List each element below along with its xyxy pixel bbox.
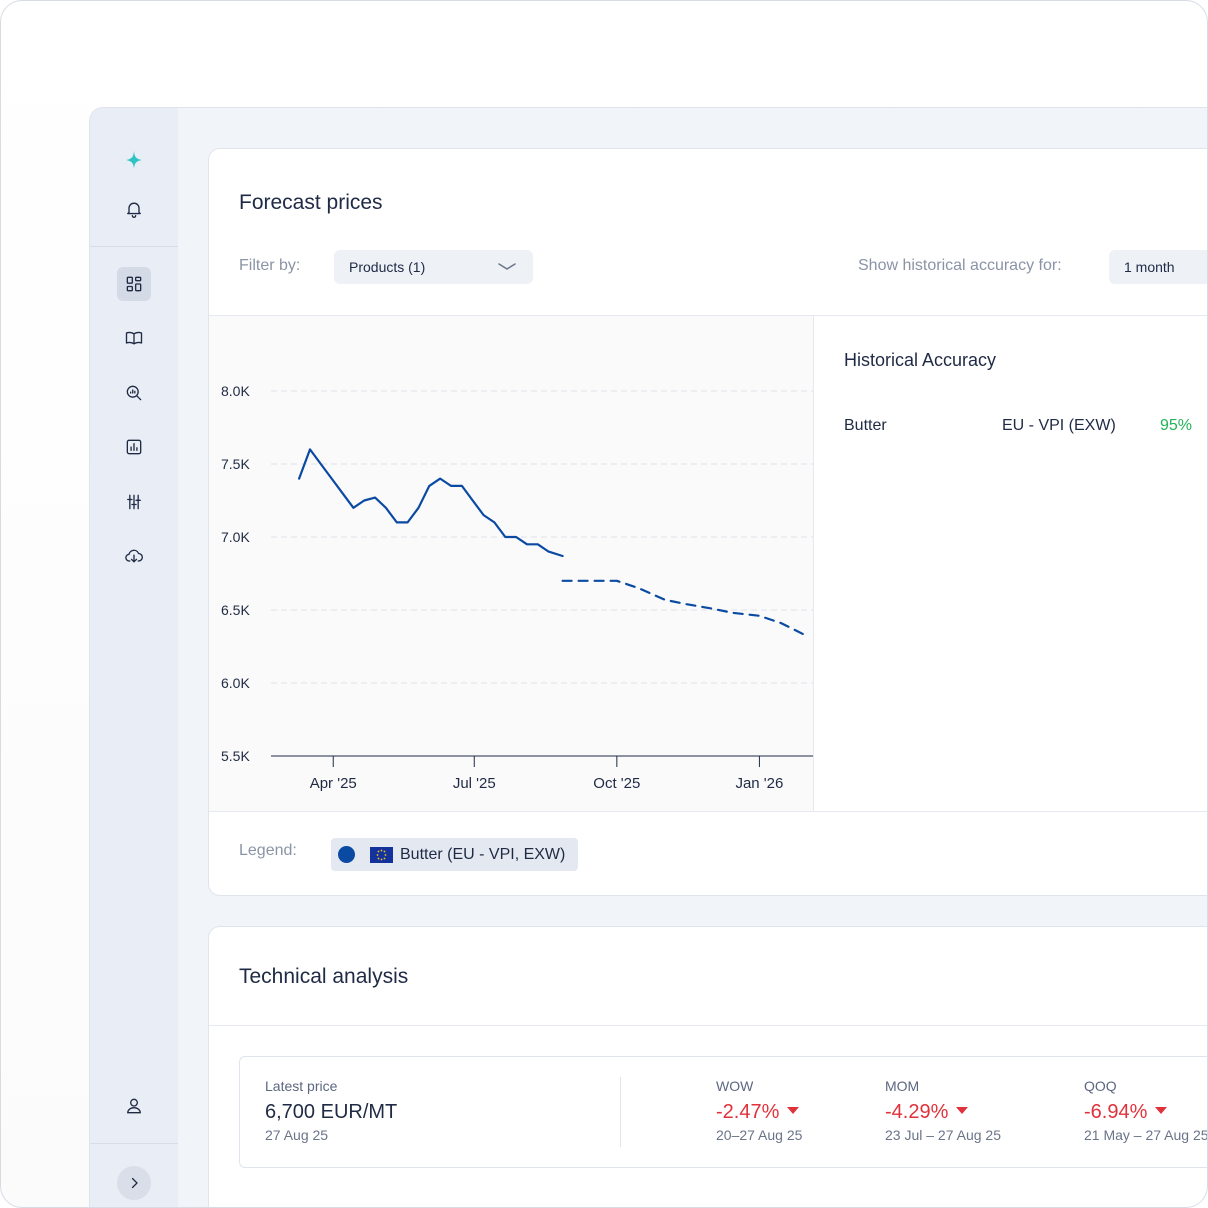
book-icon[interactable]: [117, 321, 151, 355]
y-tick-label: 6.5K: [221, 602, 250, 618]
accuracy-value: 95%: [1160, 417, 1193, 434]
legend-bar: Legend: Butter (EU - VPI, EXW): [209, 811, 1207, 895]
historical-accuracy-panel: Historical Accuracy Butter EU - VPI (EXW…: [814, 315, 1207, 812]
x-tick-label: Oct '25: [593, 775, 640, 792]
app-window: Forecast prices Filter by: Products (1) …: [89, 107, 1208, 1207]
y-tick-label: 7.5K: [221, 456, 250, 472]
mom-value: -4.29%: [885, 1101, 969, 1124]
forecast-chart: 8.0K 7.5K 7.0K 6.5K 6.0K 5.5K Apr '25 Jul '25 Oc…: [209, 315, 814, 812]
x-tick-label: Jul '25: [453, 775, 496, 792]
x-tick-label: Apr '25: [310, 775, 357, 792]
qoq-value: -6.94%: [1084, 1101, 1168, 1124]
forecast-price-line: [561, 579, 809, 638]
qoq-value-text: -6.94%: [1084, 1101, 1148, 1123]
latest-price-date: 27 Aug 25: [265, 1127, 329, 1143]
expand-sidebar-button[interactable]: [117, 1166, 151, 1200]
technical-analysis-card: Technical analysis Latest price 6,700 EU…: [208, 926, 1208, 1207]
down-arrow-icon: [787, 1107, 800, 1115]
chevron-right-icon: [131, 1177, 138, 1189]
sparkle-icon[interactable]: [117, 143, 151, 177]
wow-label: WOW: [716, 1078, 754, 1094]
accuracy-market: EU - VPI (EXW): [1002, 417, 1116, 434]
y-tick-label: 5.5K: [221, 748, 250, 764]
y-tick-label: 8.0K: [221, 383, 250, 399]
technical-analysis-title: Technical analysis: [239, 965, 409, 988]
legend-item-butter[interactable]: Butter (EU - VPI, EXW): [331, 838, 578, 871]
cloud-download-icon[interactable]: [117, 539, 151, 573]
sidebar: [90, 108, 178, 1207]
mom-label: MOM: [885, 1078, 920, 1094]
x-tick-label: Jan '26: [735, 775, 783, 792]
sidebar-divider: [90, 1143, 178, 1144]
chevron-down-icon: [498, 263, 516, 270]
historical-price-line: [297, 448, 564, 558]
stats-divider: [620, 1077, 621, 1147]
legend-item-label: Butter (EU - VPI, EXW): [400, 845, 566, 863]
filter-label: Filter by:: [239, 257, 301, 274]
period-select-value: 1 month: [1124, 259, 1175, 275]
wow-range: 20–27 Aug 25: [716, 1127, 803, 1143]
latest-price-value: 6,700 EUR/MT: [265, 1101, 398, 1123]
bell-icon[interactable]: [117, 192, 151, 226]
qoq-range: 21 May – 27 Aug 25: [1084, 1127, 1208, 1143]
latest-price-label: Latest price: [265, 1078, 338, 1094]
mom-range: 23 Jul – 27 Aug 25: [885, 1127, 1001, 1143]
forecast-line-chart: 8.0K 7.5K 7.0K 6.5K 6.0K 5.5K Apr '25 Jul '25 Oc…: [221, 383, 813, 792]
bar-chart-icon[interactable]: [117, 430, 151, 464]
wow-value-text: -2.47%: [716, 1101, 780, 1123]
wow-value: -2.47%: [716, 1101, 800, 1124]
y-tick-label: 6.0K: [221, 675, 250, 691]
user-icon[interactable]: [117, 1089, 151, 1123]
y-tick-label: 7.0K: [221, 529, 250, 545]
historical-accuracy-title: Historical Accuracy: [844, 350, 997, 370]
qoq-label: QOQ: [1084, 1078, 1117, 1094]
products-select[interactable]: Products (1): [334, 250, 533, 284]
price-stats-panel: Latest price 6,700 EUR/MT 27 Aug 25 WOW …: [239, 1056, 1208, 1168]
series-color-dot: [338, 846, 355, 863]
accuracy-product: Butter: [844, 417, 887, 434]
dashboard-icon[interactable]: [117, 267, 151, 301]
divider: [209, 1025, 1207, 1026]
historical-accuracy-label: Show historical accuracy for:: [858, 257, 1062, 274]
mom-value-text: -4.29%: [885, 1101, 949, 1123]
legend-label: Legend:: [239, 842, 297, 859]
products-select-value: Products (1): [349, 259, 426, 275]
eu-flag-icon: [370, 846, 393, 863]
adjustments-icon[interactable]: [117, 485, 151, 519]
forecast-title: Forecast prices: [239, 191, 383, 214]
down-arrow-icon: [1155, 1107, 1168, 1115]
down-arrow-icon: [956, 1107, 969, 1115]
search-analytics-icon[interactable]: [117, 376, 151, 410]
period-select[interactable]: 1 month: [1109, 250, 1207, 284]
forecast-prices-card: Forecast prices Filter by: Products (1) …: [208, 148, 1207, 896]
sidebar-divider: [90, 246, 178, 247]
